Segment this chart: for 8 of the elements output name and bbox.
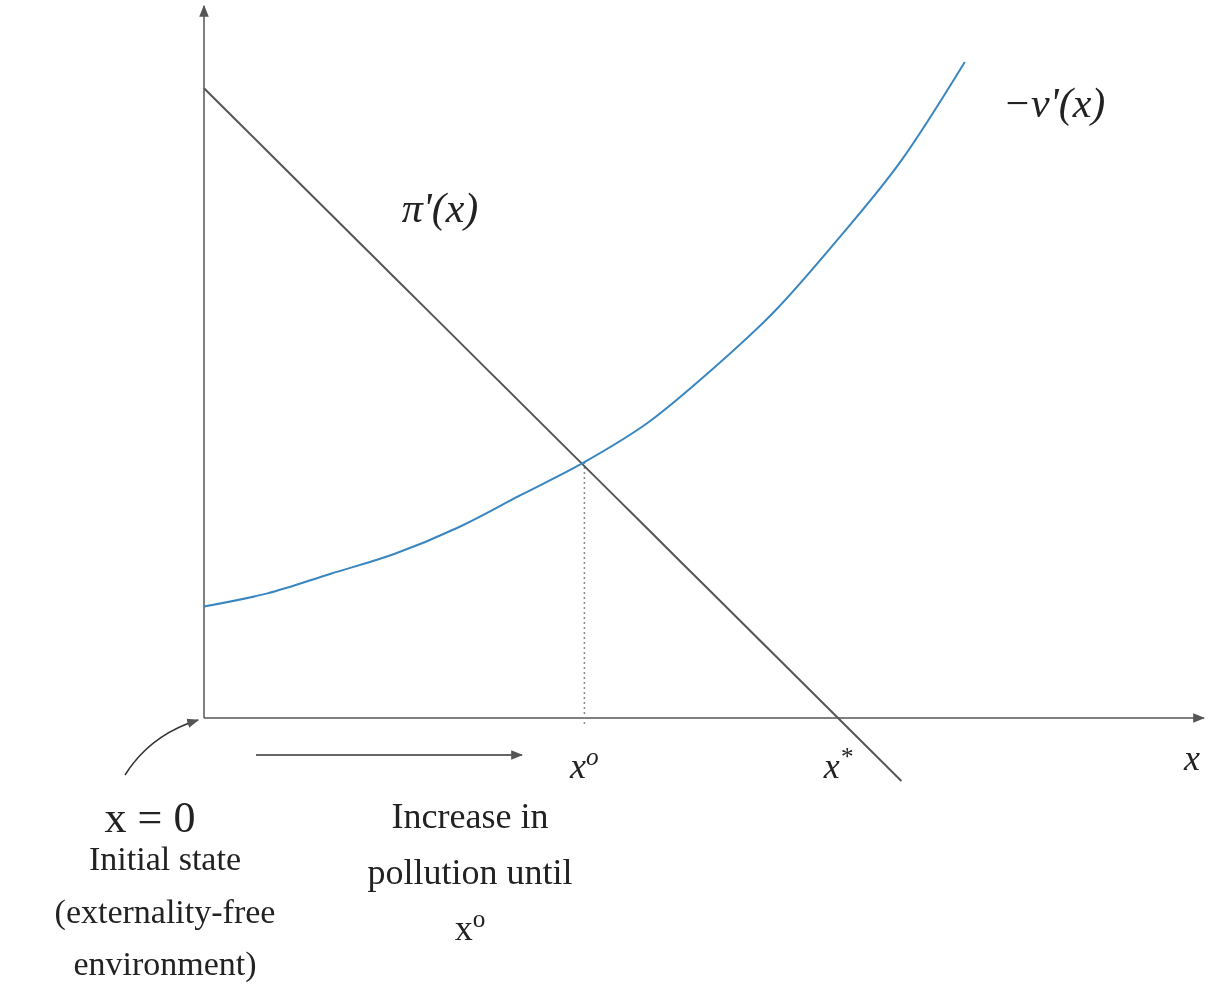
text: Initial state (externality-free environment)	[54, 840, 276, 984]
text: Increase in pollution until x$^{o}$	[367, 796, 573, 948]
series-label: π'(x)	[401, 185, 479, 232]
text: x	[1183, 738, 1201, 778]
x-tick-label: x$^{*}$	[822, 742, 853, 786]
series-label: −v'(x)	[1002, 80, 1106, 127]
x-tick-label: x$^{o}$	[569, 742, 599, 786]
text: x = 0	[104, 793, 196, 842]
